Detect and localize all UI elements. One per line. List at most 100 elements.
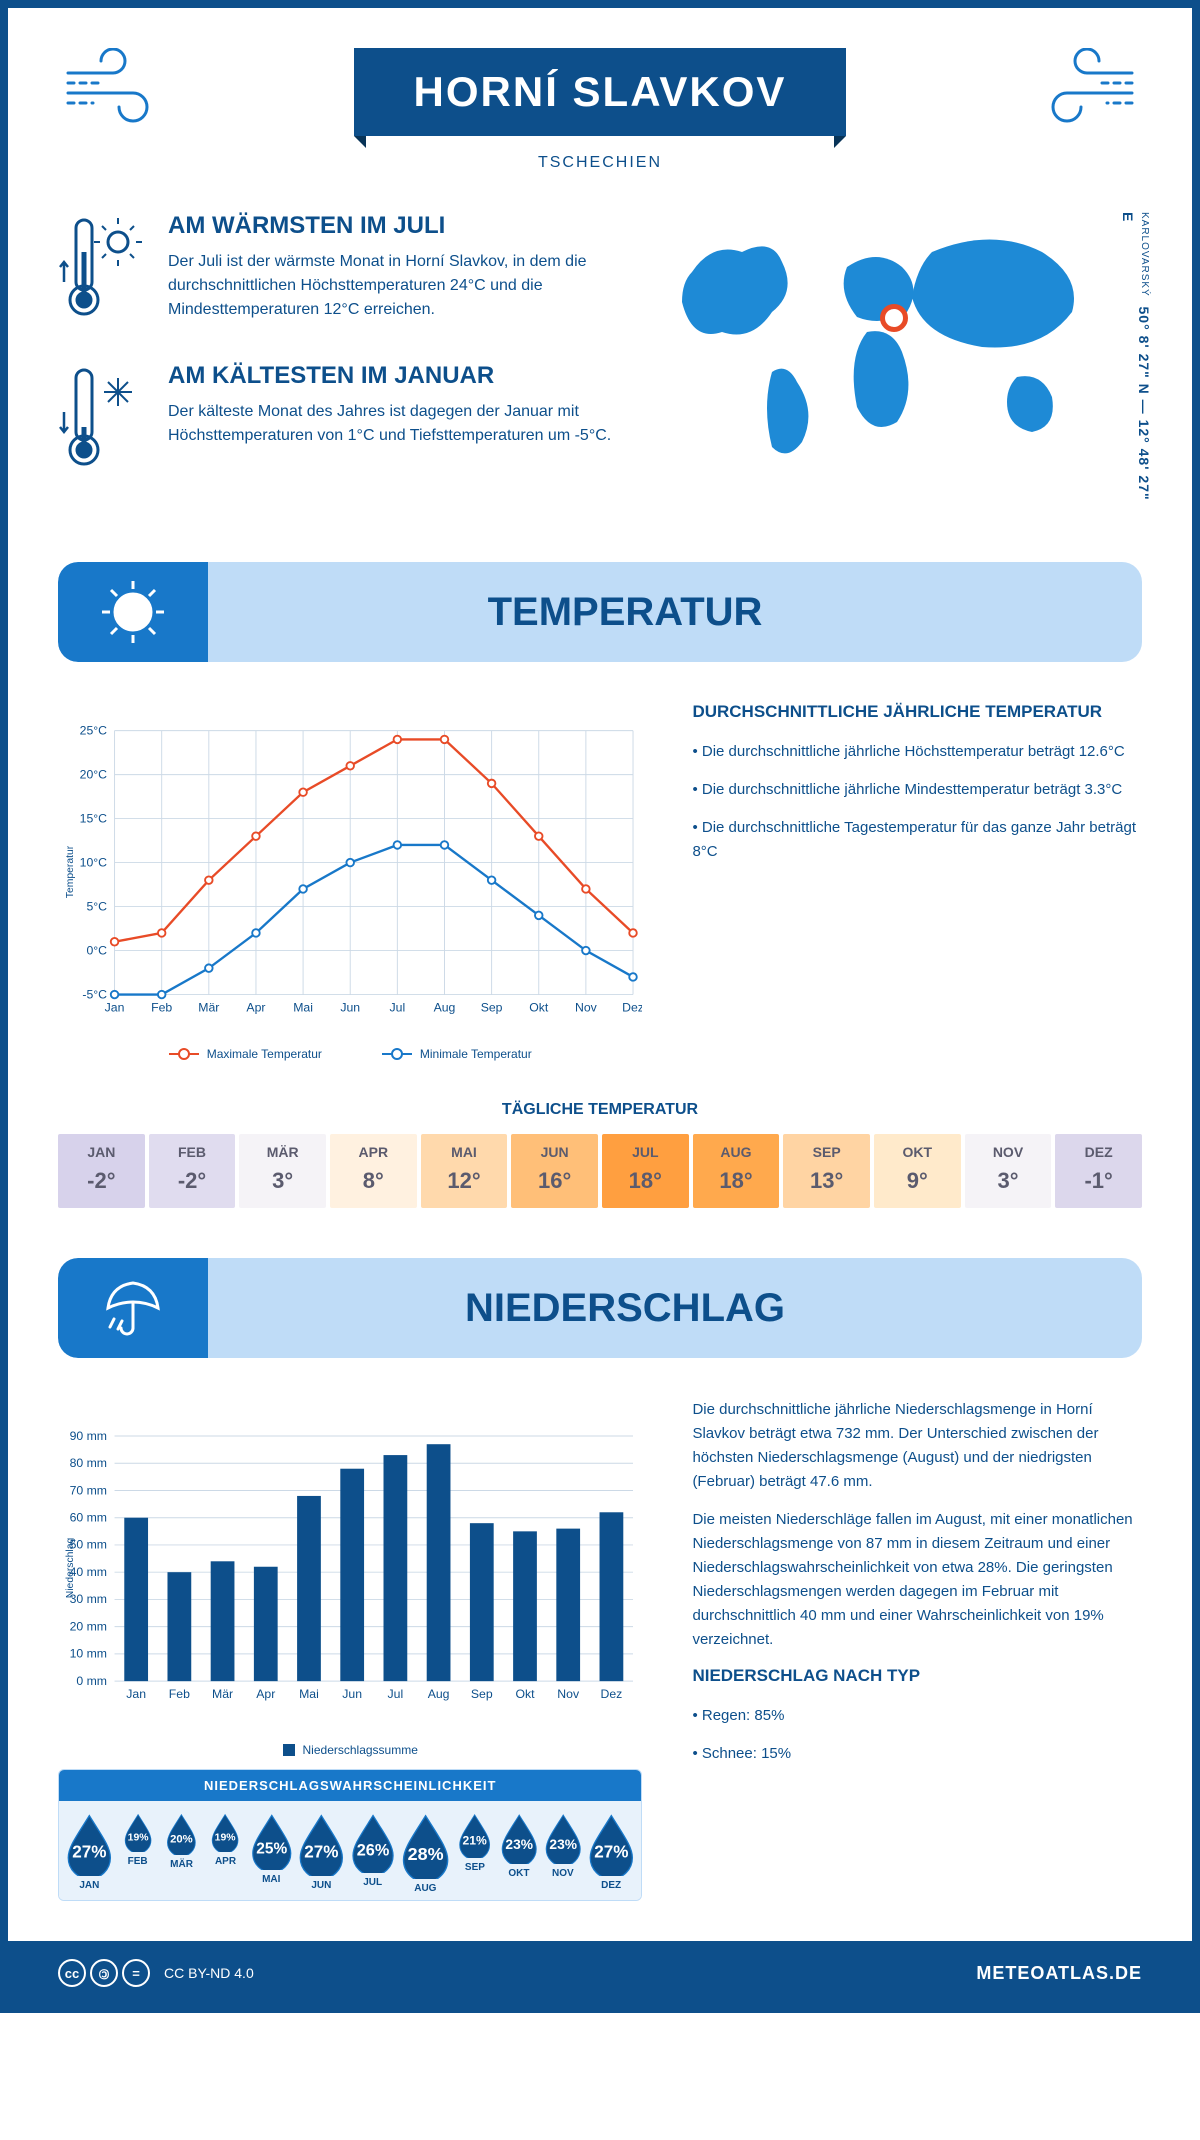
wind-icon-left [58, 48, 178, 133]
precip-prob-drop: 27% JAN [63, 1813, 116, 1894]
precip-prob-drop: 27% DEZ [585, 1813, 638, 1894]
svg-text:Feb: Feb [169, 1687, 190, 1701]
svg-text:Okt: Okt [529, 1001, 549, 1015]
temperature-section-head: TEMPERATUR [58, 562, 1142, 662]
svg-text:Mai: Mai [293, 1001, 313, 1015]
svg-text:Aug: Aug [434, 1001, 456, 1015]
daily-temp-cell: JUN16° [511, 1134, 598, 1208]
precip-prob-drop: 21% SEP [453, 1813, 497, 1894]
svg-text:28%: 28% [407, 1844, 443, 1864]
temperature-summary: DURCHSCHNITTLICHE JÄHRLICHE TEMPERATUR •… [692, 702, 1142, 1061]
svg-text:Nov: Nov [557, 1687, 580, 1701]
title-banner: HORNÍ SLAVKOV [354, 48, 847, 136]
svg-text:Jul: Jul [388, 1687, 404, 1701]
svg-text:20%: 20% [170, 1834, 193, 1846]
svg-text:Temperatur: Temperatur [65, 845, 76, 898]
coordinates: KARLOVARSKÝ 50° 8' 27" N — 12° 48' 27" E [1120, 212, 1152, 512]
svg-text:Okt: Okt [515, 1687, 535, 1701]
daily-temp-cell: NOV3° [965, 1134, 1052, 1208]
daily-temp-cell: JAN-2° [58, 1134, 145, 1208]
precip-prob-drop: 19% FEB [116, 1813, 160, 1894]
svg-text:Mai: Mai [299, 1687, 319, 1701]
svg-text:-5°C: -5°C [82, 987, 107, 1001]
city-title: HORNÍ SLAVKOV [414, 68, 787, 116]
daily-temp-cell: APR8° [330, 1134, 417, 1208]
svg-text:Jun: Jun [340, 1001, 360, 1015]
daily-temp-cell: JUL18° [602, 1134, 689, 1208]
temperature-line-chart: -5°C0°C5°C10°C15°C20°C25°CJanFebMärAprMa… [58, 702, 642, 1061]
precip-prob-drop: 25% MAI [248, 1813, 296, 1894]
precip-prob-drop: 26% JUL [348, 1813, 398, 1894]
svg-text:80 mm: 80 mm [70, 1456, 107, 1470]
daily-temp-cell: FEB-2° [149, 1134, 236, 1208]
svg-text:Nov: Nov [575, 1001, 598, 1015]
wind-icon-right [1022, 48, 1142, 133]
svg-text:Sep: Sep [481, 1001, 503, 1015]
thermometer-cold-icon [58, 362, 148, 477]
svg-text:25%: 25% [256, 1840, 287, 1857]
svg-text:21%: 21% [463, 1834, 487, 1848]
svg-text:60 mm: 60 mm [70, 1510, 107, 1524]
svg-text:15°C: 15°C [80, 811, 108, 825]
daily-temp-cell: DEZ-1° [1055, 1134, 1142, 1208]
warmest-heading: AM WÄRMSTEN IM JULI [168, 212, 622, 240]
daily-temp-cell: MAI12° [421, 1134, 508, 1208]
world-map: KARLOVARSKÝ 50° 8' 27" N — 12° 48' 27" E [662, 212, 1142, 512]
header: HORNÍ SLAVKOV TSCHECHIEN [58, 48, 1142, 172]
precip-prob-drop: 23% NOV [541, 1813, 585, 1894]
sun-icon [58, 562, 208, 662]
precip-prob-drop: 20% MÄR [160, 1813, 204, 1894]
svg-text:26%: 26% [356, 1842, 389, 1860]
precip-prob-drop: 23% OKT [497, 1813, 541, 1894]
daily-temp-cell: MÄR3° [239, 1134, 326, 1208]
precipitation-bar-chart: 0 mm10 mm20 mm30 mm40 mm50 mm60 mm70 mm8… [58, 1398, 642, 1901]
svg-text:Feb: Feb [151, 1001, 172, 1015]
warmest-text: Der Juli ist der wärmste Monat in Horní … [168, 250, 622, 322]
legend-max: Maximale Temperatur [169, 1047, 322, 1061]
svg-text:Aug: Aug [428, 1687, 450, 1701]
svg-text:Dez: Dez [601, 1687, 623, 1701]
coldest-block: AM KÄLTESTEN IM JANUAR Der kälteste Mona… [58, 362, 622, 477]
svg-text:70 mm: 70 mm [70, 1483, 107, 1497]
svg-text:Mär: Mär [212, 1687, 233, 1701]
license-label: CC BY-ND 4.0 [164, 1965, 254, 1981]
svg-text:10 mm: 10 mm [70, 1647, 107, 1661]
precip-prob-drop: 19% APR [204, 1813, 248, 1894]
svg-text:27%: 27% [594, 1843, 628, 1862]
svg-text:19%: 19% [215, 1832, 237, 1843]
coldest-text: Der kälteste Monat des Jahres ist dagege… [168, 400, 622, 448]
warmest-block: AM WÄRMSTEN IM JULI Der Juli ist der wär… [58, 212, 622, 327]
legend-precip: Niederschlagssumme [283, 1743, 418, 1757]
thermometer-hot-icon [58, 212, 148, 327]
svg-text:27%: 27% [72, 1843, 106, 1862]
cc-icons: cc🄯= [58, 1959, 150, 1987]
svg-text:10°C: 10°C [80, 855, 108, 869]
country-subtitle: TSCHECHIEN [178, 154, 1022, 172]
svg-text:27%: 27% [304, 1843, 338, 1862]
precip-summary: Die durchschnittliche jährliche Niedersc… [692, 1398, 1142, 1901]
svg-text:Jan: Jan [105, 1001, 125, 1015]
svg-text:Jul: Jul [390, 1001, 406, 1015]
daily-temp-cell: OKT9° [874, 1134, 961, 1208]
legend-min: Minimale Temperatur [382, 1047, 532, 1061]
svg-text:20 mm: 20 mm [70, 1619, 107, 1633]
svg-text:Apr: Apr [246, 1001, 265, 1015]
precip-prob-drop: 27% JUN [295, 1813, 348, 1894]
svg-text:Apr: Apr [256, 1687, 275, 1701]
svg-text:0°C: 0°C [86, 943, 107, 957]
daily-temperature-table: JAN-2°FEB-2°MÄR3°APR8°MAI12°JUN16°JUL18°… [58, 1134, 1142, 1208]
footer: cc🄯= CC BY-ND 4.0 METEOATLAS.DE [8, 1941, 1192, 2005]
svg-text:90 mm: 90 mm [70, 1429, 107, 1443]
umbrella-icon [58, 1258, 208, 1358]
site-name: METEOATLAS.DE [976, 1963, 1142, 1984]
daily-temp-heading: TÄGLICHE TEMPERATUR [58, 1101, 1142, 1119]
svg-text:Jan: Jan [126, 1687, 146, 1701]
precip-section-head: NIEDERSCHLAG [58, 1258, 1142, 1358]
svg-text:23%: 23% [505, 1837, 533, 1852]
svg-text:Sep: Sep [471, 1687, 493, 1701]
svg-text:19%: 19% [127, 1832, 149, 1843]
precip-probability-box: NIEDERSCHLAGSWAHRSCHEINLICHKEIT 27% JAN … [58, 1769, 642, 1901]
svg-text:Jun: Jun [342, 1687, 362, 1701]
svg-text:Niederschlag: Niederschlag [65, 1538, 76, 1599]
daily-temp-cell: SEP13° [783, 1134, 870, 1208]
